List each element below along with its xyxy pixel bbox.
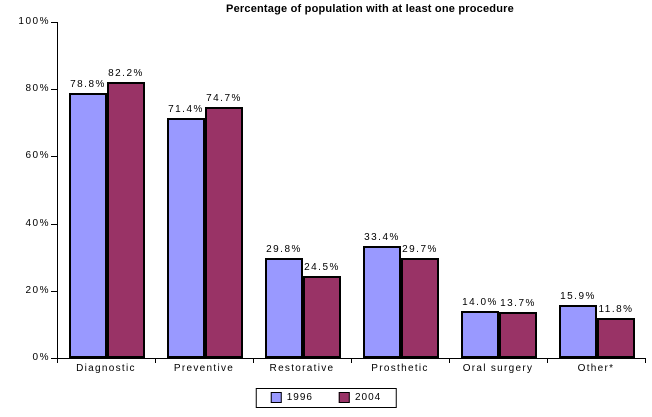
bar-value-label: 24.5% <box>304 261 340 273</box>
legend-label-1996: 1996 <box>286 392 313 403</box>
y-tick-label: 20% <box>25 284 50 296</box>
bar-value-label: 13.7% <box>500 297 536 309</box>
bar-2004 <box>499 311 537 358</box>
legend-label-2004: 2004 <box>355 392 382 403</box>
category-label: Prosthetic <box>371 363 429 374</box>
bar-2004 <box>597 318 635 358</box>
y-tick-label: 40% <box>25 217 50 229</box>
category-label: Preventive <box>173 363 235 374</box>
bar-value-label: 74.7% <box>206 93 242 105</box>
legend: 1996 2004 <box>255 388 397 408</box>
category-label: Restorative <box>269 363 335 374</box>
y-tick-label: 60% <box>25 150 50 162</box>
bar-2004 <box>401 258 439 358</box>
bar-1996 <box>363 245 401 358</box>
bar-1996 <box>265 257 303 358</box>
y-tick-label: 80% <box>25 83 50 95</box>
y-tick-mark <box>51 156 57 158</box>
bar-2004 <box>205 107 243 358</box>
bar-value-label: 71.4% <box>168 104 204 116</box>
legend-item-1996: 1996 <box>270 392 313 403</box>
bar-1996 <box>69 93 107 358</box>
x-tick-mark <box>645 359 646 363</box>
y-tick-mark <box>51 290 57 292</box>
x-tick-mark <box>57 359 58 363</box>
bar-2004 <box>303 275 341 358</box>
category-label: Oral surgery <box>462 363 534 374</box>
category-label: Other* <box>577 363 615 374</box>
legend-swatch-1996 <box>270 392 282 403</box>
bar-value-label: 14.0% <box>462 296 498 308</box>
bar-1996 <box>167 118 205 358</box>
bar-1996 <box>461 310 499 358</box>
y-tick-label: 0% <box>32 352 50 363</box>
y-tick-mark <box>51 89 57 91</box>
y-tick-mark <box>51 358 57 359</box>
plot-area: 78.8% 82.2% 71.4% 74.7% 29.8% 24.5% 33.4% 29.7%… <box>57 22 646 359</box>
x-tick-mark <box>547 359 548 363</box>
x-tick-mark <box>253 359 254 363</box>
category-label: Diagnostic <box>76 363 136 374</box>
bar-1996 <box>559 304 597 358</box>
bar-value-label: 78.8% <box>70 79 106 91</box>
bar-value-label: 11.8% <box>598 304 634 316</box>
bar-value-label: 29.8% <box>266 243 302 255</box>
legend-item-2004: 2004 <box>339 392 381 403</box>
bar-value-label: 29.7% <box>402 244 438 256</box>
bar-value-label: 33.4% <box>364 231 400 243</box>
bar-2004 <box>107 81 145 358</box>
y-tick-mark <box>51 223 57 225</box>
y-tick-mark <box>51 22 57 23</box>
legend-swatch-2004 <box>339 392 350 403</box>
x-tick-mark <box>449 359 450 363</box>
chart-title: Percentage of population with at least o… <box>226 3 514 15</box>
x-tick-mark <box>155 359 156 363</box>
y-tick-label: 100% <box>18 16 50 27</box>
bar-value-label: 82.2% <box>108 67 144 79</box>
bar-value-label: 15.9% <box>560 290 596 302</box>
x-tick-mark <box>351 359 352 363</box>
